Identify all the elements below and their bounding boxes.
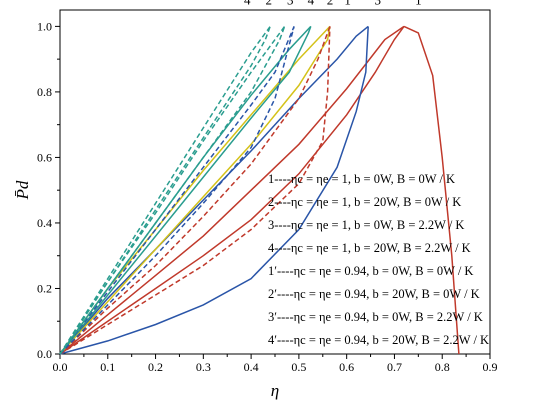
x-tick-label: 0.0 — [53, 360, 68, 374]
x-tick-label: 0.9 — [483, 360, 498, 374]
y-tick-label: 0.0 — [37, 347, 52, 361]
series-line-4-lower — [59, 26, 312, 355]
series-line-2-upper — [59, 25, 369, 355]
x-tick-label: 0.6 — [339, 360, 354, 374]
legend-entry: 1′----ηc = ηe = 0.94, b = 0W, B = 0W / K — [268, 264, 473, 278]
y-tick-label: 1.0 — [37, 19, 52, 33]
x-tick-label: 0.4 — [244, 360, 259, 374]
legend-entry: 3----ηc = ηe = 1, b = 0W, B = 2.2W / K — [268, 218, 464, 232]
x-tick-label: 0.5 — [291, 360, 306, 374]
curve-label: 2′ — [266, 0, 276, 8]
legend-entry: 3′----ηc = ηe = 0.94, b = 0W, B = 2.2W /… — [268, 310, 483, 324]
legend-entry: 4----ηc = ηe = 1, b = 20W, B = 2.2W / K — [268, 241, 471, 255]
curve-labels: 1 3 1′ 2 4 3′ 2′ 4′ — [244, 0, 422, 8]
series-line-1-tail — [403, 25, 460, 355]
x-tick-label: 0.8 — [435, 360, 450, 374]
legend-entry: 1----ηc = ηe = 1, b = 0W, B = 0W / K — [268, 172, 455, 186]
x-tick-label: 0.7 — [387, 360, 402, 374]
series-line-8-lower — [59, 26, 271, 355]
curve-label: 1′ — [344, 0, 354, 8]
axis-ticks: 0.0 0.1 0.2 0.3 0.4 0.5 0.6 0.7 0.8 0.9 0.0 0.2 0.4 0… — [37, 19, 498, 374]
x-tick-label: 0.3 — [196, 360, 211, 374]
series-line-3-lower — [59, 26, 331, 355]
curve-label: 4 — [308, 0, 315, 8]
series-line-1-upper — [59, 25, 405, 355]
curve-label: 3′ — [287, 0, 297, 8]
legend-entry: 4′----ηc = ηe = 0.94, b = 20W, B = 2.2W … — [268, 333, 489, 347]
series-line-5-lower — [59, 26, 331, 355]
series-line-5-upper — [59, 26, 331, 355]
y-tick-label: 0.2 — [37, 281, 52, 295]
y-tick-label: 0.4 — [37, 216, 52, 230]
series-line-6-upper — [59, 26, 295, 355]
x-axis-title: η — [271, 381, 279, 400]
curve-label: 3 — [374, 0, 381, 8]
curve-label: 2 — [327, 0, 334, 8]
curve-label: 1 — [415, 0, 422, 8]
curve-label: 4′ — [244, 0, 254, 8]
legend-entry: 2′----ηc = ηe = 0.94, b = 20W, B = 0W / … — [268, 287, 480, 301]
x-tick-label: 0.2 — [148, 360, 163, 374]
y-tick-label: 0.6 — [37, 150, 52, 164]
y-tick-label: 0.8 — [37, 85, 52, 99]
series-line-1-lower — [59, 25, 405, 355]
series-line-4-upper — [59, 25, 312, 355]
series-line-7-lower — [59, 26, 286, 355]
series-line-6-lower — [59, 26, 295, 355]
series-line-8-upper — [59, 25, 271, 355]
series-layer — [59, 25, 460, 355]
series-line-2-lower — [59, 26, 369, 355]
legend: 1----ηc = ηe = 1, b = 0W, B = 0W / K 2---… — [268, 172, 489, 347]
y-axis-title: P̄d — [13, 180, 32, 200]
x-tick-label: 0.1 — [100, 360, 115, 374]
legend-entry: 2----ηc = ηe = 1, b = 20W, B = 0W / K — [268, 195, 461, 209]
